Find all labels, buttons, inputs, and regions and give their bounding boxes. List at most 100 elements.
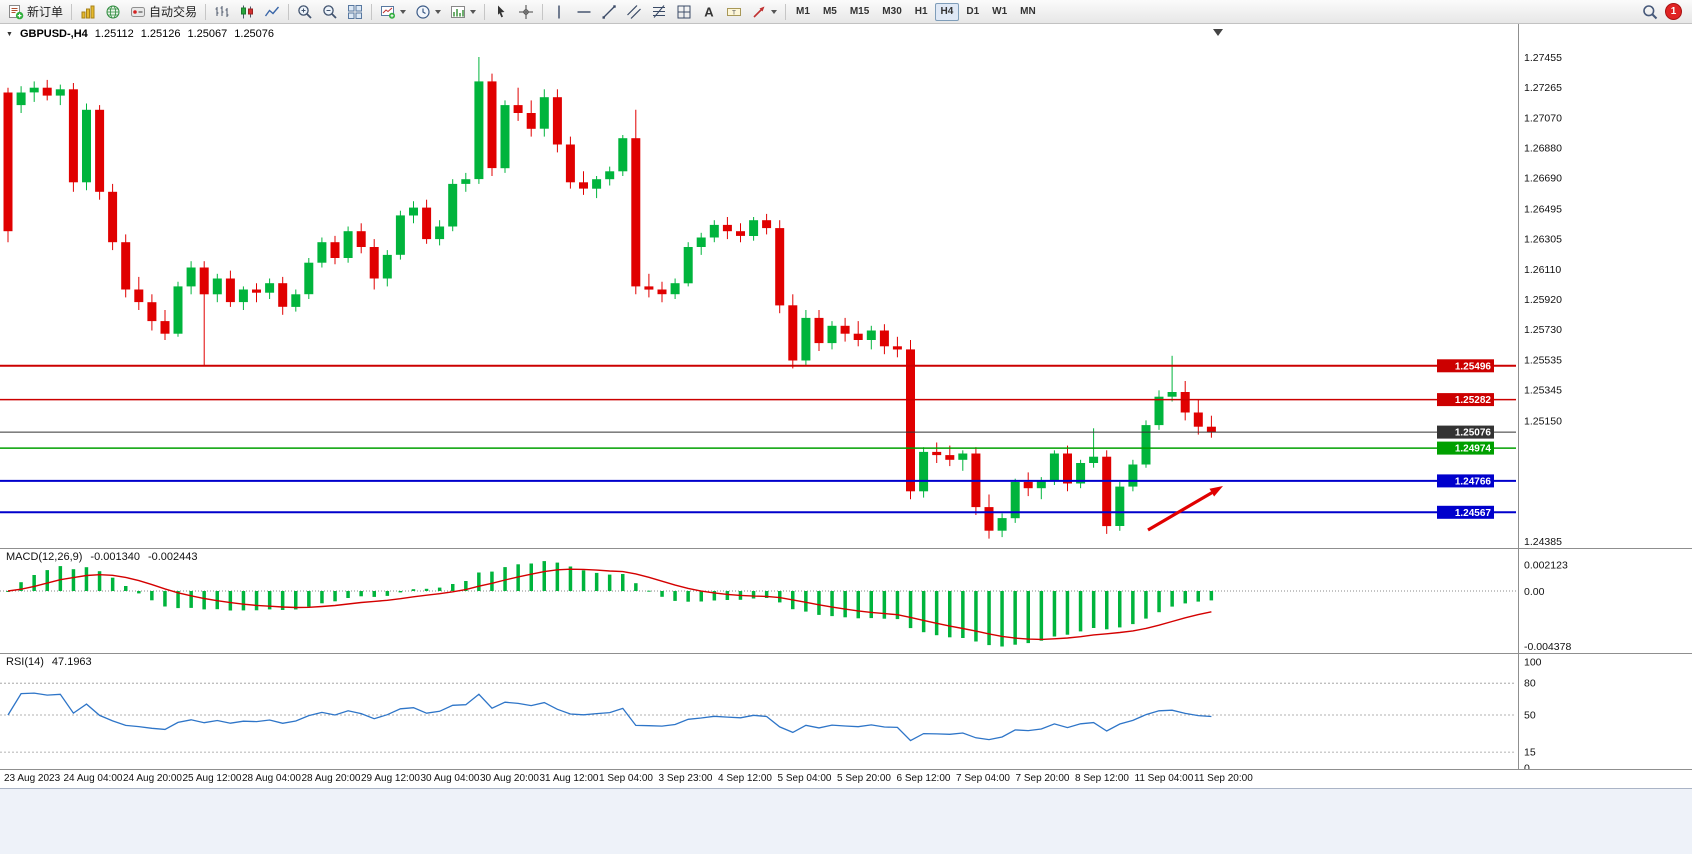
macd-main-value: -0.001340 <box>90 551 140 563</box>
candle-body <box>121 242 131 290</box>
rsi-scale-label: 50 <box>1524 710 1536 722</box>
price-scale-label: 1.25920 <box>1524 294 1562 306</box>
candle-body <box>278 283 288 307</box>
time-axis-label: 11 Sep 20:00 <box>1194 773 1253 784</box>
candle-body <box>1180 392 1190 413</box>
candle-body <box>29 87 39 93</box>
timeframe-button-W1[interactable]: W1 <box>986 3 1013 21</box>
vertical-line-tool-button[interactable] <box>547 1 571 22</box>
zoom-out-icon <box>323 4 337 19</box>
horizontal-line-tool-button[interactable] <box>572 1 596 22</box>
rsi-panel[interactable]: 100 80 50 15 0 RSI(14) 47.1963 <box>0 653 1692 769</box>
candle-body <box>3 92 13 232</box>
time-axis-label: 25 Aug 12:00 <box>182 773 242 784</box>
candle-body <box>409 207 418 216</box>
candle-body <box>919 451 929 492</box>
timeframe-button-H4[interactable]: H4 <box>934 2 960 21</box>
crosshair-button[interactable] <box>514 1 538 22</box>
chart-shift-marker[interactable] <box>1213 29 1223 36</box>
price-scale-label: 1.25535 <box>1524 355 1562 367</box>
timeframe-button-H1[interactable]: H1 <box>909 3 934 21</box>
candle-body <box>225 278 235 303</box>
trendline-tool-button[interactable] <box>597 1 621 22</box>
timeframe-button-M5[interactable]: M5 <box>817 3 843 21</box>
time-axis-label: 11 Sep 04:00 <box>1134 773 1194 784</box>
templates-button[interactable] <box>446 1 480 22</box>
new-chart-button[interactable] <box>376 1 410 22</box>
candle-body <box>657 289 667 295</box>
bar-chart-button[interactable] <box>210 1 234 22</box>
timeframe-button-D1[interactable]: D1 <box>960 3 985 21</box>
zoom-in-button[interactable] <box>293 1 317 22</box>
notification-badge[interactable]: 1 <box>1665 3 1682 20</box>
tile-windows-button[interactable] <box>343 1 367 22</box>
candle-body <box>932 451 942 456</box>
rsi-scale-label: 80 <box>1524 678 1536 690</box>
text-label-icon: T <box>727 7 742 16</box>
auto-trading-button[interactable]: 自动交易 <box>126 1 201 22</box>
price-tags: 1.25496 1.25282 1.25076 1.24974 1.24766 1.245… <box>1437 359 1494 519</box>
text-tool-button[interactable]: A <box>697 1 721 22</box>
market-watch-button[interactable] <box>76 1 100 22</box>
timeframe-button-M1[interactable]: M1 <box>790 3 816 21</box>
horizontal-lines[interactable] <box>0 364 1516 514</box>
candle-body <box>762 220 772 229</box>
crosshair-icon <box>519 4 534 19</box>
candle-body <box>1089 456 1099 463</box>
time-axis[interactable]: 23 Aug 2023 24 Aug 04:00 24 Aug 20:00 25 Au… <box>0 769 1692 789</box>
clock-button[interactable] <box>411 1 445 22</box>
candle-body <box>840 325 850 334</box>
search-button[interactable] <box>1638 1 1662 22</box>
candle-body <box>461 179 471 184</box>
candle-body <box>670 283 680 295</box>
timeframe-button-M15[interactable]: M15 <box>844 3 875 21</box>
rsi-label: RSI(14) 47.1963 <box>6 656 92 668</box>
candles <box>3 57 1216 539</box>
candle-body <box>984 507 994 531</box>
quote-line: ▼ GBPUSD-,H4 1.25112 1.25126 1.25067 1.2… <box>6 28 274 40</box>
time-axis-label: 28 Aug 04:00 <box>242 773 301 784</box>
quote-low: 1.25067 <box>187 28 228 40</box>
time-axis-label: 3 Sep 23:00 <box>658 773 713 784</box>
candle-body <box>1049 453 1059 481</box>
candle-body <box>618 138 628 172</box>
timeframe-button-M30[interactable]: M30 <box>876 3 907 21</box>
text-label-tool-button[interactable]: T <box>722 1 746 22</box>
candle-body <box>108 191 118 243</box>
candlestick-chart-button[interactable] <box>235 1 259 22</box>
time-axis-label: 1 Sep 04:00 <box>599 773 653 784</box>
timeframe-button-MN[interactable]: MN <box>1014 3 1042 21</box>
macd-scale-label: -0.004378 <box>1524 641 1571 653</box>
price-scale-label: 1.25730 <box>1524 324 1562 336</box>
fibonacci-tool-button[interactable] <box>647 1 671 22</box>
candle-body <box>134 289 144 303</box>
channel-tool-button[interactable] <box>622 1 646 22</box>
line-chart-button[interactable] <box>260 1 284 22</box>
price-tag <box>1437 393 1494 407</box>
main-chart-panel[interactable]: 1.25496 1.25282 1.25076 1.24974 1.24766 1.245… <box>0 24 1692 548</box>
candle-body <box>82 109 91 183</box>
price-scale-label: 1.26305 <box>1524 233 1562 245</box>
arrows-tool-button[interactable] <box>747 1 781 22</box>
macd-signal-value: -0.002443 <box>147 551 198 563</box>
macd-panel[interactable]: 0.002123 0.00 -0.004378 MACD(12,26,9) -0.0… <box>0 548 1692 653</box>
quote-close: 1.25076 <box>234 28 275 40</box>
candle-body <box>788 305 798 361</box>
new-order-button[interactable]: 新订单 <box>4 1 67 22</box>
economic-calendar-button[interactable] <box>101 1 125 22</box>
candle-body <box>539 97 549 129</box>
zoom-out-button[interactable] <box>318 1 342 22</box>
arrow-annotation[interactable] <box>1147 486 1223 532</box>
symbol-dropdown-icon[interactable]: ▼ <box>6 30 13 38</box>
price-scale[interactable]: 1.27455 1.27265 1.27070 1.26880 1.26690 1.264… <box>1524 52 1562 548</box>
arrow-icon <box>753 6 765 18</box>
candle-body <box>827 325 837 344</box>
candle-body <box>212 278 222 295</box>
shapes-tool-button[interactable] <box>672 1 696 22</box>
candle-body <box>879 330 889 347</box>
cursor-button[interactable] <box>489 1 513 22</box>
candle-body <box>317 242 327 263</box>
chevron-down-icon <box>771 9 778 14</box>
candle-body <box>892 346 902 350</box>
